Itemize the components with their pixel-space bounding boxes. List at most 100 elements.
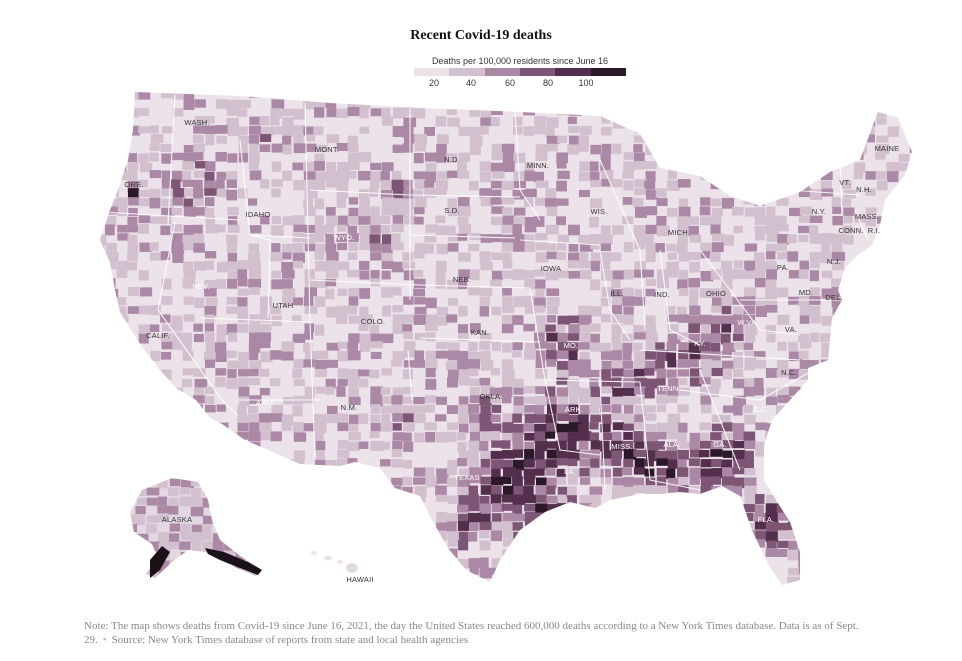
county-cell [100, 468, 106, 476]
county-cell [842, 198, 852, 207]
county-cell [622, 197, 633, 205]
county-cell [150, 350, 161, 362]
county-cell [513, 586, 523, 596]
county-cell [435, 225, 448, 237]
county-cell [370, 92, 383, 99]
legend-swatch-1 [414, 68, 450, 76]
county-cell [490, 117, 500, 127]
county-cell [622, 414, 635, 424]
county-cell [314, 494, 328, 506]
county-cell [117, 584, 131, 585]
county-cell [325, 459, 337, 469]
county-cell [754, 512, 766, 522]
county-cell [117, 206, 128, 217]
county-cell [524, 170, 535, 182]
county-cell [743, 557, 754, 568]
county-cell [179, 487, 191, 495]
county-cell [117, 135, 128, 144]
county-cell [479, 567, 492, 579]
county-cell [106, 188, 119, 197]
county-cell [688, 251, 701, 261]
county-cell [908, 243, 912, 254]
county-cell [589, 467, 600, 478]
county-cell [183, 99, 195, 110]
county-cell [480, 405, 491, 417]
county-cell [127, 170, 138, 180]
legend-swatch-5 [555, 68, 591, 76]
county-cell [512, 342, 523, 351]
county-cell [612, 117, 626, 129]
county-cell [293, 134, 304, 145]
county-cell [100, 170, 105, 179]
county-cell [688, 495, 699, 505]
county-cell [886, 459, 897, 470]
county-cell [348, 387, 360, 398]
county-cell [722, 485, 735, 494]
county-cell [413, 549, 427, 557]
county-cell [710, 92, 722, 101]
county-cell [183, 314, 195, 322]
county-cell [600, 404, 611, 413]
county-cell [677, 279, 688, 290]
county-cell [370, 333, 383, 344]
county-cell [699, 288, 713, 298]
county-cell [656, 368, 666, 380]
county-cell [260, 351, 273, 363]
county-cell [223, 524, 233, 535]
county-cell [501, 395, 512, 404]
county-cell [633, 422, 647, 430]
county-cell [898, 261, 909, 273]
legend-tick: 60 [504, 78, 516, 88]
county-cell [424, 422, 437, 431]
county-cell [358, 441, 369, 449]
county-cell [149, 197, 161, 209]
county-cell [512, 224, 522, 236]
county-cell [722, 450, 733, 458]
county-cell [601, 584, 611, 585]
county-cell [886, 387, 897, 398]
county-cell [546, 342, 556, 354]
county-cell [369, 341, 383, 349]
county-cell [722, 504, 735, 513]
county-cell [381, 252, 393, 262]
county-cell [645, 189, 658, 200]
county-cell [677, 179, 691, 188]
county-cell [754, 387, 764, 396]
county-cell [182, 179, 195, 187]
county-cell [854, 162, 866, 173]
county-cell [854, 324, 867, 335]
county-cell [479, 440, 489, 452]
state-label: N.C. [781, 368, 797, 377]
county-cell [326, 512, 337, 523]
county-cell [414, 143, 426, 152]
county-cell [226, 117, 239, 128]
county-cell [733, 368, 744, 378]
county-cell [645, 413, 657, 421]
county-cell [611, 324, 622, 334]
county-cell [777, 153, 788, 162]
county-cell [227, 206, 239, 216]
state-label: WASH. [184, 118, 209, 127]
county-cell [601, 378, 614, 389]
county-cell [556, 216, 566, 226]
county-cell [414, 197, 427, 208]
county-cell [733, 269, 746, 279]
county-cell [502, 377, 515, 387]
county-cell [490, 450, 503, 459]
county-cell [172, 468, 185, 476]
county-cell [260, 521, 274, 531]
county-cell [656, 215, 667, 226]
county-cell [524, 242, 536, 252]
county-cell [513, 378, 524, 389]
state-label: VT. [839, 178, 850, 187]
county-cell [105, 261, 117, 270]
county-cell [314, 251, 325, 260]
county-cell [425, 467, 435, 478]
county-cell [512, 413, 522, 423]
county-cell [402, 369, 414, 380]
county-cell [370, 513, 383, 521]
county-cell [425, 476, 439, 488]
county-cell [744, 549, 755, 559]
county-cell [216, 171, 227, 180]
county-cell [876, 117, 887, 125]
